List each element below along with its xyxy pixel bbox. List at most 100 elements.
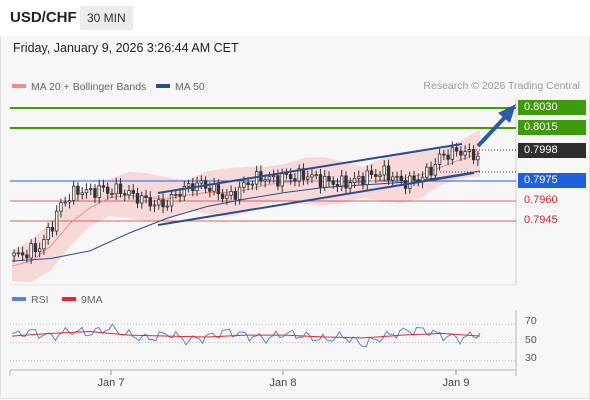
last-price-label: 0.7998 — [518, 143, 586, 158]
candle-down — [276, 175, 280, 187]
candle-down — [429, 166, 433, 176]
candle-down — [454, 147, 459, 152]
candle-down — [361, 175, 365, 186]
candle-down — [386, 165, 391, 181]
level-label-1: 0.8015 — [518, 120, 586, 135]
candle-down — [216, 183, 221, 195]
channel-upper-line — [157, 143, 463, 194]
candle-up — [250, 183, 255, 186]
candle-up — [152, 204, 157, 207]
candle-up — [382, 165, 386, 176]
candle-up — [89, 188, 93, 191]
candle-up — [242, 182, 246, 188]
x-tick-jan8: Jan 8 — [269, 377, 297, 389]
candle-down — [208, 187, 212, 192]
candle-down — [50, 227, 55, 232]
candle-down — [369, 170, 374, 175]
candle-up — [323, 176, 327, 188]
candle-up — [186, 183, 191, 187]
candle-down — [76, 185, 80, 195]
candle-down — [412, 175, 416, 181]
instrument-title: USD/CHF — [10, 9, 77, 26]
candle-down — [161, 199, 165, 208]
candle-up — [437, 153, 442, 165]
candle-up — [314, 174, 318, 177]
candle-up — [476, 155, 480, 161]
candle-up — [37, 248, 42, 253]
candle-up — [84, 189, 89, 194]
candle-down — [220, 193, 225, 199]
candle-up — [67, 200, 72, 203]
legend-rsi: RSI — [12, 293, 49, 307]
x-tick-jan9: Jan 9 — [442, 377, 470, 389]
candle-up — [450, 147, 455, 160]
candle-up — [425, 166, 429, 178]
candle-down — [131, 190, 135, 194]
candle-up — [378, 174, 382, 177]
candle-up — [352, 178, 357, 184]
candle-up — [174, 193, 178, 196]
channel-lower-line — [157, 172, 475, 226]
rsi-tick-70: 70 — [525, 315, 537, 327]
candle-up — [127, 190, 131, 196]
rsi-tick-50: 50 — [525, 334, 537, 346]
legend-swatch-bollinger — [12, 84, 26, 89]
candle-down — [33, 243, 38, 253]
candle-up — [408, 175, 412, 189]
candle-down — [148, 197, 152, 207]
candle-up — [157, 199, 161, 206]
candle-up — [467, 149, 472, 152]
level-label-4: 0.7960 — [524, 194, 558, 206]
candle-down — [20, 252, 25, 256]
candle-down — [246, 182, 250, 186]
candle-up — [29, 243, 33, 259]
candle-up — [267, 175, 272, 181]
candle-down — [318, 174, 323, 188]
candle-down — [93, 188, 97, 198]
level-label-0: 0.8030 — [518, 100, 586, 115]
candle-up — [59, 202, 63, 212]
candle-down — [288, 174, 293, 180]
candle-up — [395, 175, 399, 178]
candle-down — [327, 176, 331, 182]
candle-up — [229, 191, 233, 196]
candle-up — [433, 164, 438, 176]
timeframe-badge[interactable]: 30 MIN — [80, 6, 133, 30]
rsi-tick-30: 30 — [525, 352, 537, 364]
candle-down — [110, 193, 114, 195]
legend-ma50: MA 50 — [156, 80, 205, 94]
candle-up — [16, 252, 21, 255]
candle-up — [80, 192, 84, 195]
candle-up — [12, 252, 16, 257]
ma50-line — [11, 170, 481, 262]
candle-down — [399, 175, 403, 181]
legend-bollinger: MA 20 + Bollinger Bands — [12, 80, 146, 94]
candle-up — [305, 176, 310, 180]
candle-up — [182, 186, 187, 197]
candle-up — [63, 201, 67, 204]
candle-down — [106, 186, 110, 194]
header-bar: USD/CHF 30 MIN — [0, 0, 590, 36]
candle-up — [463, 151, 467, 156]
candle-down — [293, 178, 297, 182]
projection-arrow-head — [498, 104, 516, 123]
legend-label-rsi: RSI — [31, 294, 49, 306]
x-tick-jan7: Jan 7 — [97, 377, 125, 389]
candle-down — [446, 154, 450, 160]
candle-down — [123, 193, 127, 196]
candle-down — [101, 185, 106, 188]
candle-up — [46, 227, 50, 241]
candle-down — [459, 150, 463, 156]
legend-9ma: 9MA — [62, 293, 103, 307]
level-label-5: 0.7945 — [524, 214, 558, 226]
research-credit: Research © 2026 Trading Central — [423, 80, 580, 92]
candle-up — [165, 205, 169, 208]
legend-label-ma50: MA 50 — [175, 81, 205, 93]
rsi-line — [11, 322, 481, 348]
candle-down — [374, 174, 378, 177]
legend-swatch-9ma — [62, 297, 76, 302]
candle-up — [348, 182, 352, 189]
candle-up — [71, 185, 76, 201]
candle-up — [391, 176, 395, 181]
candle-down — [344, 175, 348, 189]
